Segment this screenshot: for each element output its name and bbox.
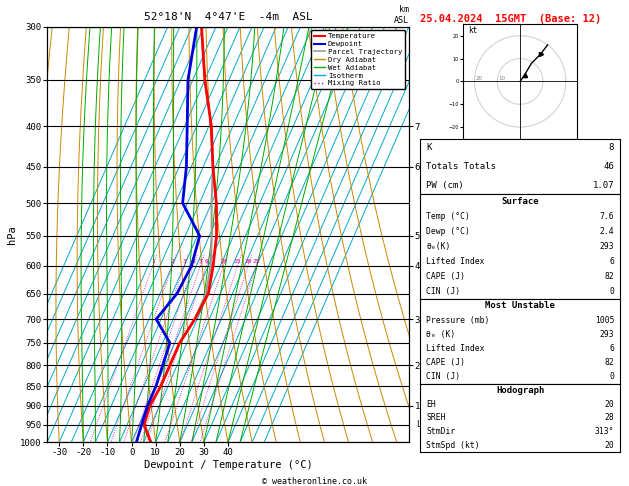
Text: Pressure (mb): Pressure (mb) <box>426 315 489 325</box>
Text: Lifted Index: Lifted Index <box>426 257 485 266</box>
Text: 1: 1 <box>151 260 155 264</box>
Text: θₑ (K): θₑ (K) <box>426 330 455 339</box>
Text: K: K <box>426 143 431 152</box>
Text: 82: 82 <box>604 358 614 367</box>
Text: 6: 6 <box>610 344 614 353</box>
Text: 25.04.2024  15GMT  (Base: 12): 25.04.2024 15GMT (Base: 12) <box>420 14 601 24</box>
Text: 7.6: 7.6 <box>599 212 614 221</box>
Text: PW (cm): PW (cm) <box>426 181 464 190</box>
Text: CAPE (J): CAPE (J) <box>426 272 465 281</box>
Text: Hodograph: Hodograph <box>496 386 544 395</box>
Text: 0: 0 <box>610 287 614 296</box>
Text: CIN (J): CIN (J) <box>426 372 460 382</box>
Text: © weatheronline.co.uk: © weatheronline.co.uk <box>262 477 367 486</box>
Text: 20: 20 <box>244 260 252 264</box>
Text: CIN (J): CIN (J) <box>426 287 460 296</box>
Text: 25: 25 <box>252 260 260 264</box>
Text: 28: 28 <box>604 414 614 422</box>
Text: 1.07: 1.07 <box>593 181 614 190</box>
Text: km
ASL: km ASL <box>394 5 409 25</box>
Text: 5: 5 <box>198 260 202 264</box>
Text: 6: 6 <box>204 260 208 264</box>
Text: Surface: Surface <box>501 197 539 207</box>
Text: Temp (°C): Temp (°C) <box>426 212 470 221</box>
Text: Lifted Index: Lifted Index <box>426 344 485 353</box>
Text: Dewp (°C): Dewp (°C) <box>426 227 470 236</box>
Text: 4: 4 <box>191 260 195 264</box>
Legend: Temperature, Dewpoint, Parcel Trajectory, Dry Adiabat, Wet Adiabat, Isotherm, Mi: Temperature, Dewpoint, Parcel Trajectory… <box>311 30 405 89</box>
Text: 2: 2 <box>170 260 174 264</box>
Text: 293: 293 <box>599 330 614 339</box>
Text: 52°18'N  4°47'E  -4m  ASL: 52°18'N 4°47'E -4m ASL <box>143 12 313 22</box>
Text: θₑ(K): θₑ(K) <box>426 242 450 251</box>
Text: 20: 20 <box>604 400 614 409</box>
Text: 10: 10 <box>220 260 227 264</box>
Text: 20: 20 <box>604 441 614 450</box>
Text: Mixing Ratio (g/kg): Mixing Ratio (g/kg) <box>428 208 437 303</box>
Text: 3: 3 <box>182 260 186 264</box>
Text: StmSpd (kt): StmSpd (kt) <box>426 441 480 450</box>
Text: SREH: SREH <box>426 414 446 422</box>
Text: 313°: 313° <box>594 427 614 436</box>
Text: 293: 293 <box>599 242 614 251</box>
Text: StmDir: StmDir <box>426 427 455 436</box>
Text: 46: 46 <box>603 162 614 171</box>
Text: Most Unstable: Most Unstable <box>485 301 555 311</box>
X-axis label: Dewpoint / Temperature (°C): Dewpoint / Temperature (°C) <box>143 460 313 469</box>
Text: 15: 15 <box>234 260 242 264</box>
Text: Totals Totals: Totals Totals <box>426 162 496 171</box>
Y-axis label: hPa: hPa <box>8 225 18 244</box>
Text: 6: 6 <box>610 257 614 266</box>
Text: 82: 82 <box>604 272 614 281</box>
Text: CAPE (J): CAPE (J) <box>426 358 465 367</box>
Text: EH: EH <box>426 400 436 409</box>
Text: 1005: 1005 <box>594 315 614 325</box>
Text: 8: 8 <box>609 143 614 152</box>
Text: 10: 10 <box>499 76 506 81</box>
Text: kt: kt <box>467 26 477 35</box>
Text: 0: 0 <box>610 372 614 382</box>
Text: 20: 20 <box>476 76 482 81</box>
Text: 2.4: 2.4 <box>599 227 614 236</box>
Text: LCL: LCL <box>416 420 431 429</box>
